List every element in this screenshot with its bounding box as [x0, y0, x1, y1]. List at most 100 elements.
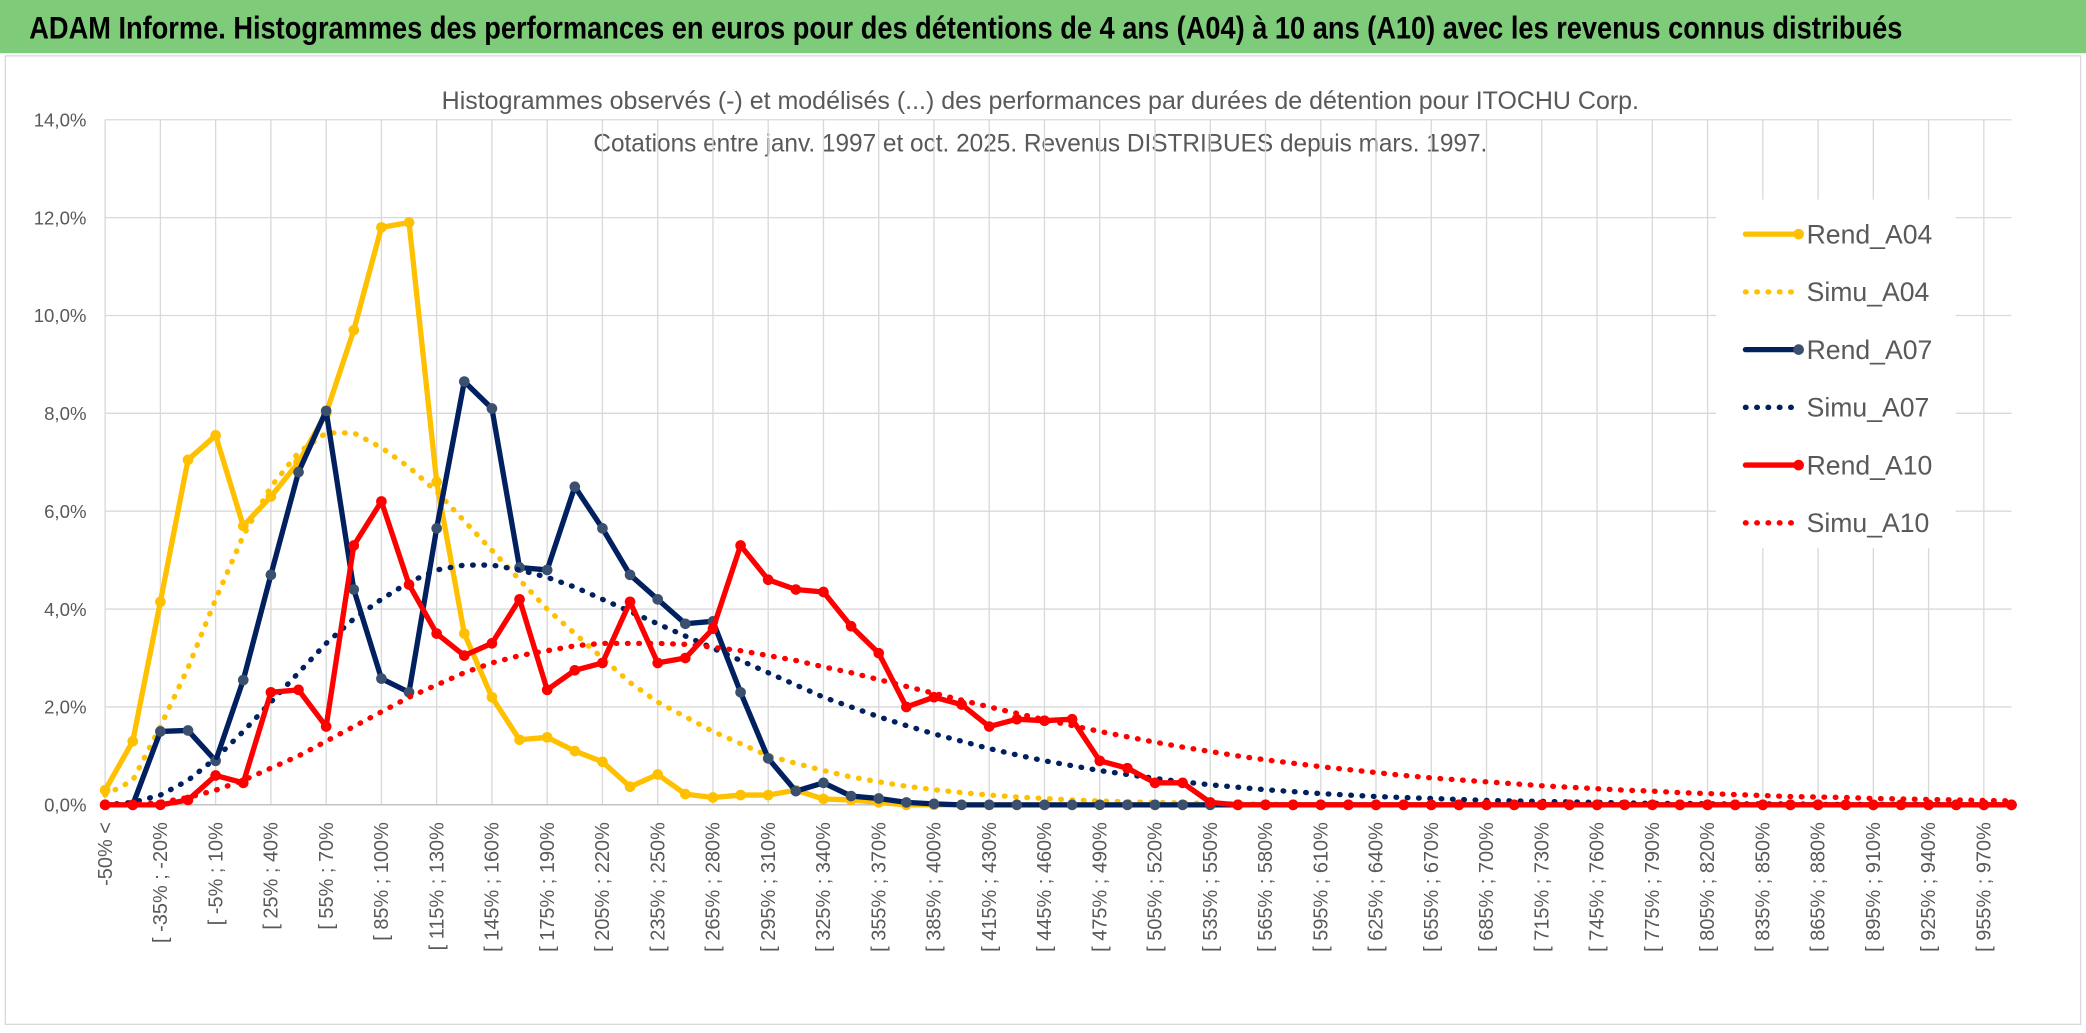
data-point [624, 596, 636, 608]
x-tick-label: [ 265% ; 280% [703, 822, 725, 952]
x-tick-label: [ 205% ; 220% [592, 822, 614, 952]
data-point [762, 789, 774, 801]
x-tick-label: [ 925% ; 940% [1918, 822, 1940, 952]
legend-label: Rend_A07 [1807, 335, 1933, 365]
data-point [348, 324, 360, 336]
data-point [818, 586, 829, 598]
data-point [1481, 799, 1492, 811]
x-tick-label: [ -35% ; -20% [150, 822, 172, 943]
data-point [458, 650, 470, 661]
x-tick-label: [ 595% ; 610% [1310, 822, 1332, 952]
data-point [1536, 799, 1548, 811]
data-point [431, 523, 442, 534]
y-tick-label: 10,0% [34, 305, 87, 326]
x-tick-label: [ 325% ; 340% [813, 822, 835, 952]
data-point [348, 540, 360, 551]
x-tick-label: [ 895% ; 910% [1863, 822, 1885, 952]
data-point [1260, 799, 1271, 811]
data-point [1204, 797, 1216, 808]
data-point [597, 657, 608, 669]
x-tick-label: [ 505% ; 520% [1145, 822, 1167, 952]
data-point [652, 769, 664, 780]
data-point [983, 799, 995, 811]
data-point [1591, 799, 1603, 811]
data-point [403, 579, 415, 590]
data-point [1619, 799, 1631, 811]
x-tick-label: -50% < [95, 822, 117, 886]
data-point [707, 623, 719, 634]
x-tick-label: [ 55% ; 70% [316, 822, 338, 930]
data-point [541, 564, 553, 576]
data-point [237, 777, 249, 789]
data-point [182, 725, 194, 736]
legend-marker [1793, 459, 1804, 471]
data-point [1812, 799, 1824, 811]
data-point [293, 684, 304, 696]
data-point [1729, 799, 1741, 811]
data-point [265, 569, 277, 581]
data-point [431, 628, 442, 639]
x-tick-label: [ 355% ; 370% [868, 822, 890, 952]
chart-title: Histogrammes observés (-) et modélisés (… [442, 87, 1639, 115]
legend-label: Simu_A04 [1807, 277, 1930, 307]
data-point [458, 628, 470, 639]
y-tick-label: 12,0% [34, 207, 87, 228]
data-point [983, 721, 995, 732]
data-point [652, 593, 664, 605]
data-line [102, 498, 2015, 808]
data-point [1066, 713, 1078, 725]
data-point [1177, 799, 1188, 811]
data-point [541, 731, 553, 743]
data-point [762, 574, 774, 586]
x-tick-label: [ 25% ; 40% [261, 822, 283, 930]
data-point [735, 540, 746, 551]
data-point [127, 735, 139, 747]
data-point [735, 789, 746, 801]
data-point [1011, 799, 1023, 811]
data-point [155, 596, 166, 608]
x-tick-label: [ 475% ; 490% [1089, 822, 1111, 952]
data-point [1287, 799, 1299, 811]
data-point [1840, 799, 1852, 811]
data-point [679, 618, 691, 630]
data-point [1702, 799, 1713, 811]
x-tick-label: [ 835% ; 850% [1752, 822, 1774, 952]
y-tick-label: 2,0% [44, 697, 86, 718]
data-point [652, 657, 664, 669]
data-point [1923, 799, 1934, 811]
data-point [735, 686, 746, 698]
x-tick-label: [ 685% ; 700% [1476, 822, 1498, 952]
data-point [1149, 777, 1161, 789]
data-point [901, 701, 912, 713]
data-point [1094, 799, 1106, 811]
y-tick-label: 8,0% [44, 403, 86, 424]
data-point [431, 476, 442, 488]
data-point [956, 699, 967, 710]
data-point [1066, 799, 1078, 811]
y-tick-label: 0,0% [44, 795, 86, 816]
data-point [320, 721, 332, 732]
data-point [403, 217, 415, 228]
data-point [210, 770, 221, 781]
data-point [1039, 715, 1050, 726]
data-point [99, 784, 111, 796]
data-point [928, 798, 940, 810]
data-point [376, 673, 387, 684]
data-point [1453, 799, 1465, 811]
data-point [320, 405, 332, 417]
data-point [1425, 799, 1437, 811]
legend-marker [1793, 228, 1804, 240]
data-point [624, 781, 636, 793]
data-point [1646, 799, 1658, 811]
x-tick-label: [ -5% ; 10% [205, 822, 227, 925]
data-point [155, 726, 166, 737]
x-tick-label: [ 145% ; 160% [482, 822, 504, 952]
x-tick-label: [ 655% ; 670% [1421, 822, 1443, 952]
data-point [1564, 799, 1575, 811]
data-point [569, 664, 581, 676]
data-point [818, 777, 829, 789]
model-line [102, 640, 2015, 808]
data-point [486, 403, 498, 414]
data-point [790, 584, 802, 595]
